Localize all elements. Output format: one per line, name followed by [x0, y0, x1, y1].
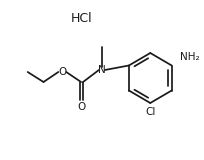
Text: HCl: HCl: [71, 12, 93, 24]
Text: NH₂: NH₂: [180, 52, 199, 61]
Text: O: O: [77, 102, 85, 112]
Text: O: O: [58, 67, 67, 77]
Text: Cl: Cl: [145, 107, 155, 117]
Text: N: N: [98, 65, 106, 75]
